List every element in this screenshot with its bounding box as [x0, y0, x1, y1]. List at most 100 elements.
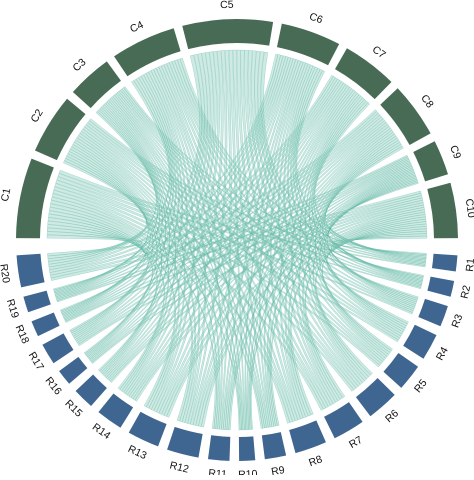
ribbon-c8-r7	[298, 133, 397, 402]
ribbon-c4-r19	[54, 78, 173, 295]
ribbon-c4-r12	[150, 69, 207, 424]
top-c3-segment	[72, 61, 121, 109]
top-c3-label: C3	[71, 56, 89, 74]
ribbon-c5-r16	[87, 51, 214, 359]
bottom-r4-segment	[403, 324, 437, 359]
ribbon-c7-r8	[279, 91, 358, 419]
ribbon-c6-r17	[73, 55, 286, 340]
ribbon-c3-r19	[53, 109, 159, 294]
bottom-r3-segment	[418, 298, 448, 327]
ribbon-c4-r11	[153, 67, 223, 430]
ribbon-c8-r17	[75, 114, 382, 344]
ribbon-c1-r11	[49, 203, 217, 429]
bottom-r15-segment	[75, 374, 107, 406]
ribbon-c7-r17	[74, 78, 340, 342]
bottom-r16-label: R16	[43, 375, 64, 398]
ribbon-c4-r2	[177, 58, 423, 286]
ribbon-c3-r18	[61, 108, 161, 315]
bottom-r9-label: R9	[270, 464, 285, 475]
ribbon-c2-r4	[84, 124, 400, 341]
segment-layer	[16, 19, 458, 461]
top-c10-label: C10	[463, 198, 474, 219]
ribbon-c5-r15	[103, 51, 217, 377]
bottom-r14-segment	[98, 393, 134, 428]
bottom-r16-segment	[59, 356, 88, 384]
ribbon-c8-r10	[247, 127, 393, 430]
bottom-r8-segment	[289, 420, 326, 454]
ribbon-c5-r2	[257, 51, 423, 284]
top-c5-segment	[182, 19, 274, 50]
ribbon-c1-r19	[46, 231, 144, 291]
ribbon-c7-r10	[246, 88, 354, 430]
ribbon-c7-r19	[55, 76, 336, 299]
bottom-r18-label: R18	[13, 323, 32, 346]
bottom-r19-label: R19	[4, 298, 21, 320]
ribbon-c4-r10	[155, 66, 245, 431]
ribbon-c10-r19	[56, 192, 422, 303]
ribbon-c8-r8	[284, 131, 395, 418]
ribbon-c7-r20	[49, 74, 334, 273]
bottom-r14-label: R14	[90, 421, 113, 442]
ribbon-c2-r2	[87, 120, 422, 288]
ribbon-c7-r6	[299, 94, 367, 382]
ribbon-c1-r13	[48, 210, 177, 408]
ribbon-c9-r10	[248, 168, 415, 430]
bottom-r20-label: R20	[0, 263, 12, 284]
bottom-r6-segment	[355, 378, 395, 417]
ribbon-c6-r7	[277, 63, 336, 405]
top-c2-segment	[34, 98, 86, 161]
ribbon-c7-r18	[63, 77, 338, 320]
bottom-r2-label: R2	[459, 284, 474, 300]
top-c1-label: C1	[0, 187, 13, 203]
bottom-r8-label: R8	[307, 453, 324, 469]
ribbon-c9-r6	[312, 174, 417, 378]
ribbon-c3-r12	[106, 99, 201, 423]
ribbon-c5-r4	[251, 50, 404, 335]
ribbon-c3-r3	[120, 88, 415, 311]
ribbon-c4-r18	[61, 77, 175, 316]
bottom-r4-label: R4	[434, 345, 451, 363]
ribbon-c8-r18	[63, 112, 381, 321]
bottom-r17-segment	[42, 333, 74, 364]
ribbon-c10-r18	[65, 195, 423, 323]
ribbon-c10-r8	[290, 219, 427, 416]
ribbon-c10-r11	[228, 211, 426, 431]
top-c6-label: C6	[308, 11, 325, 27]
ribbon-c2-r14	[70, 146, 170, 392]
bottom-r1-segment	[431, 253, 458, 272]
top-c2-label: C2	[28, 107, 45, 125]
bottom-r19-segment	[23, 290, 51, 313]
ribbon-c5-r11	[219, 49, 232, 430]
bottom-r10-label: R10	[238, 468, 258, 475]
ribbon-c10-r13	[166, 207, 425, 418]
bottom-r18-segment	[31, 312, 60, 337]
ribbon-c10-r2	[331, 233, 428, 277]
ribbon-c6-r10	[244, 60, 304, 431]
bottom-r7-label: R7	[347, 434, 365, 451]
bottom-r5-label: R5	[412, 377, 430, 395]
ribbon-c2-r8	[78, 132, 293, 423]
bottom-r3-label: R3	[449, 313, 465, 330]
ribbon-c7-r12	[192, 85, 350, 426]
ribbon-c8-r13	[161, 122, 388, 416]
ribbon-c9-r7	[302, 173, 416, 400]
ribbon-c3-r9	[111, 95, 267, 429]
bottom-r10-segment	[238, 436, 256, 461]
top-c5-label: C5	[220, 0, 234, 11]
ribbon-c5-r17	[73, 52, 211, 339]
ribbon-c7-r13	[158, 83, 348, 415]
ribbon-c10-r16	[91, 199, 424, 364]
ribbon-c6-r2	[294, 68, 423, 283]
ribbon-c3-r20	[47, 111, 157, 262]
top-c4-segment	[114, 28, 181, 77]
bottom-r11-label: R11	[208, 467, 228, 475]
ribbon-c1-r1	[58, 169, 426, 268]
ribbon-c4-r20	[47, 80, 171, 265]
ribbon-c6-r14	[126, 57, 294, 397]
ribbon-layer	[46, 49, 428, 431]
ribbon-c5-r18	[62, 53, 208, 317]
top-c6-segment	[276, 23, 340, 66]
ribbon-c8-r19	[55, 111, 379, 300]
ribbon-c3-r17	[71, 106, 163, 336]
